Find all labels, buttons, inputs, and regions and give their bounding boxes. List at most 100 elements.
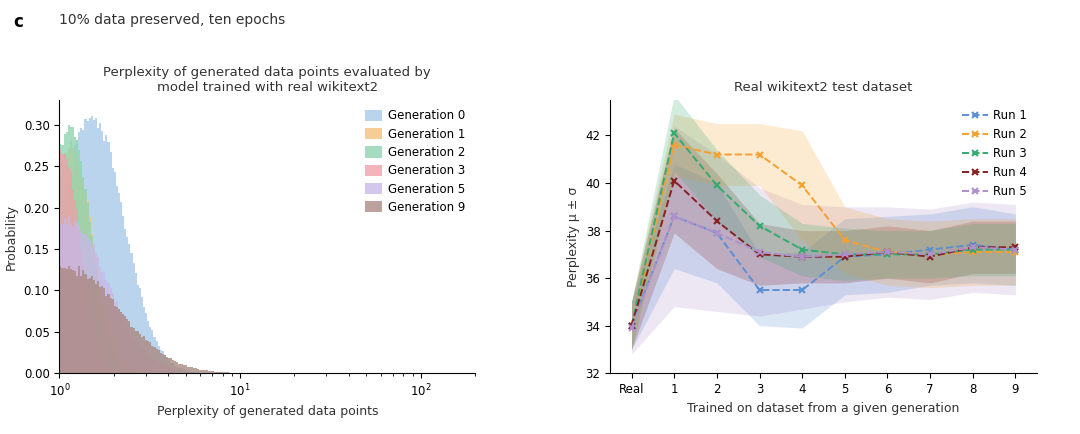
Bar [86, 122, 89, 373]
Bar [200, 370, 202, 373]
Bar [82, 181, 84, 373]
Bar [171, 358, 172, 373]
Run 3 [753, 223, 766, 228]
Line: Run 3: Run 3 [629, 130, 1018, 329]
Bar [160, 364, 162, 373]
Bar [147, 355, 149, 373]
Bar [78, 230, 80, 373]
Bar [156, 349, 158, 373]
Bar [70, 168, 72, 373]
Bar [104, 313, 106, 373]
Bar [66, 269, 68, 373]
Bar [106, 315, 107, 373]
Bar [147, 342, 149, 373]
Bar [64, 199, 66, 373]
Bar [70, 141, 72, 373]
Run 3 [838, 252, 851, 257]
Text: 10% data preserved, ten epochs: 10% data preserved, ten epochs [59, 13, 285, 27]
Bar [62, 224, 64, 373]
Bar [102, 272, 104, 373]
Bar [86, 238, 89, 373]
Y-axis label: Probability: Probability [5, 204, 18, 270]
Bar [126, 365, 129, 373]
Bar [158, 350, 160, 373]
Bar [76, 210, 78, 373]
Bar [149, 356, 151, 373]
Bar [145, 340, 147, 373]
Bar [135, 339, 137, 373]
Run 1 [838, 254, 851, 260]
Bar [68, 266, 70, 373]
Bar [212, 371, 214, 373]
Bar [82, 178, 84, 373]
Run 1 [796, 287, 809, 293]
Bar [64, 218, 66, 373]
Bar [93, 326, 95, 373]
Bar [76, 140, 78, 373]
Bar [84, 194, 86, 373]
Bar [126, 369, 129, 373]
Run 4 [711, 218, 724, 224]
Bar [97, 280, 99, 373]
Bar [59, 172, 62, 373]
Bar [131, 253, 133, 373]
Bar [89, 305, 91, 373]
Bar [164, 366, 166, 373]
Run 3 [625, 323, 638, 328]
Bar [176, 362, 178, 373]
Bar [91, 317, 93, 373]
Bar [111, 299, 113, 373]
Bar [227, 372, 229, 373]
Bar [107, 333, 109, 373]
Run 3 [1009, 247, 1022, 252]
Bar [140, 349, 143, 373]
Bar [120, 312, 122, 373]
Bar [218, 372, 220, 373]
Bar [133, 328, 135, 373]
Bar [75, 200, 76, 373]
Bar [107, 294, 109, 373]
Bar [109, 339, 111, 373]
Bar [91, 116, 93, 373]
Run 4 [796, 254, 809, 260]
Title: Perplexity of generated data points evaluated by
model trained with real wikitex: Perplexity of generated data points eval… [104, 66, 431, 95]
Bar [76, 221, 78, 373]
Bar [198, 372, 200, 373]
Bar [86, 201, 89, 373]
Bar [147, 321, 149, 373]
Bar [122, 317, 124, 373]
Bar [140, 337, 143, 373]
Bar [82, 263, 84, 373]
Bar [95, 284, 97, 373]
Bar [59, 220, 62, 373]
Run 4 [967, 245, 980, 250]
Bar [62, 198, 64, 373]
Bar [111, 338, 113, 373]
Bar [156, 361, 158, 373]
Bar [95, 118, 97, 373]
Bar [205, 370, 207, 373]
Bar [129, 367, 131, 373]
Bar [106, 280, 107, 373]
Bar [70, 127, 72, 373]
Run 4 [881, 250, 894, 255]
Bar [78, 164, 80, 373]
Text: c: c [13, 13, 23, 31]
Bar [164, 355, 166, 373]
Bar [131, 371, 133, 373]
Bar [162, 352, 164, 373]
Bar [137, 371, 139, 373]
Bar [129, 327, 131, 373]
Bar [116, 350, 118, 373]
Run 2 [967, 250, 980, 255]
Bar [95, 263, 97, 373]
Bar [133, 372, 135, 373]
Bar [116, 307, 118, 373]
Bar [124, 363, 126, 373]
Bar [72, 148, 75, 373]
Bar [75, 151, 76, 373]
Bar [120, 357, 122, 373]
Bar [151, 330, 153, 373]
Bar [95, 255, 97, 373]
Bar [171, 368, 172, 373]
